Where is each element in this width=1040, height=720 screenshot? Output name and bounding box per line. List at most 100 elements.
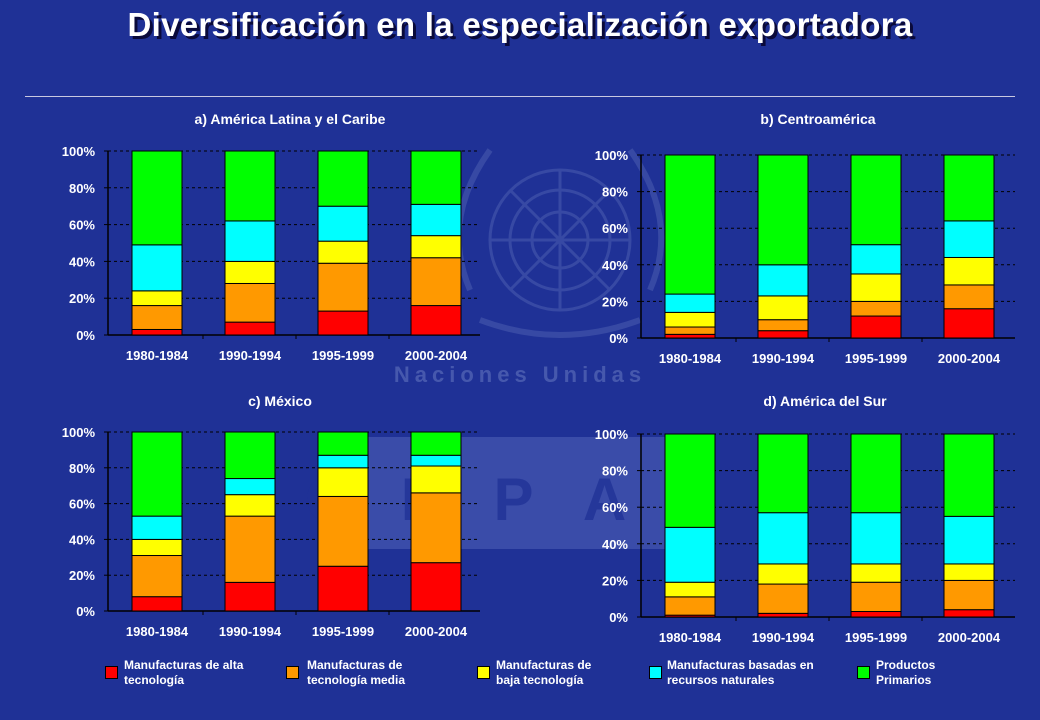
bar-segment-alta [410,305,462,336]
x-tick-label: 1995-1999 [312,348,374,363]
bar-segment-primarios [224,150,276,222]
bar-segment-alta [317,310,369,336]
bar-segment-recursos [131,515,183,540]
bar-segment-recursos [317,205,369,242]
bar-segment-media [224,282,276,323]
legend-swatch-media [286,666,299,679]
y-tick-label: 0% [609,331,628,346]
bar-segment-recursos [410,454,462,467]
title-divider [25,96,1015,97]
y-tick-label: 60% [602,221,628,236]
bar-segment-primarios [664,433,716,528]
chart-title: c) México [248,393,312,409]
x-tick-label: 1995-1999 [845,351,907,366]
chart-1: b) Centroamérica 0% 20% 40% 60% 80% 100% 1980-1… [595,111,1015,366]
bar-segment-alta [850,315,902,339]
bar-segment-media [317,262,369,312]
bar-segment-baja [664,311,716,328]
x-tick-label: 1990-1994 [219,348,282,363]
y-tick-label: 0% [76,604,95,619]
bar-segment-baja [943,563,995,581]
x-tick-label: 1990-1994 [219,624,282,639]
chart-title: d) América del Sur [763,393,887,409]
bar-segment-primarios [943,154,995,222]
bar-segment-alta [224,581,276,612]
bar-segment-primarios [317,431,369,456]
bar-segment-alta [224,321,276,336]
bar-segment-recursos [131,244,183,292]
legend-label-alta: Manufacturas de alta tecnología [124,658,244,687]
bar-segment-recursos [757,512,809,565]
bar-segment-primarios [850,433,902,514]
bar-segment-alta [131,328,183,336]
bar-segment-primarios [224,431,276,480]
bar-segment-primarios [317,150,369,207]
x-tick-label: 2000-2004 [938,351,1001,366]
x-tick-label: 1990-1994 [752,630,815,645]
bar-segment-baja [757,295,809,321]
y-tick-label: 80% [69,181,95,196]
y-tick-label: 100% [62,144,96,159]
y-tick-label: 0% [76,328,95,343]
legend-label-recursos: Manufacturas basadas en recursos natural… [667,658,814,687]
bar-segment-media [664,596,716,616]
y-tick-label: 20% [69,568,95,583]
bar-segment-baja [410,235,462,259]
bar-segment-primarios [757,433,809,514]
bar-segment-primarios [410,150,462,205]
chart-2: c) México 0% 20% 40% 60% 80% 100% 1980-1984 1990… [62,393,480,639]
bar-segment-media [943,579,995,611]
bar-segment-primarios [131,150,183,246]
chart-title: b) Centroamérica [760,111,875,127]
y-tick-label: 20% [602,573,628,588]
y-tick-label: 40% [69,532,95,547]
bar-segment-recursos [664,293,716,313]
bar-segment-baja [131,538,183,557]
watermark-acronym: C E P A L [305,466,732,533]
bar-segment-alta [664,333,716,339]
bar-segment-primarios [410,431,462,456]
bar-segment-alta [317,565,369,612]
x-tick-label: 2000-2004 [405,624,468,639]
bar-segment-recursos [410,203,462,237]
x-tick-label: 2000-2004 [405,348,468,363]
bar-segment-media [757,319,809,332]
chart-0: a) América Latina y el Caribe 0% 20% 40% 60%… [62,111,480,363]
y-tick-label: 60% [602,500,628,515]
bar-segment-baja [224,260,276,284]
bar-segment-baja [224,494,276,517]
legend-swatch-baja [477,666,490,679]
y-tick-label: 100% [595,148,629,163]
y-tick-label: 0% [609,610,628,625]
bar-segment-baja [317,240,369,264]
chart-3: d) América del Sur 0% 20% 40% 60% 80% 100% 1980… [595,393,1015,645]
legend-swatch-primarios [857,666,870,679]
bar-segment-media [224,515,276,583]
bar-segment-primarios [664,154,716,295]
bar-segment-recursos [224,220,276,262]
bar-segment-primarios [757,154,809,266]
bar-segment-media [757,583,809,614]
y-tick-label: 20% [602,294,628,309]
bar-segment-baja [410,465,462,494]
page-title: Diversificación en la especialización ex… [127,6,913,43]
chart-title: a) América Latina y el Caribe [195,111,386,127]
y-tick-label: 80% [602,464,628,479]
bar-segment-media [410,257,462,307]
bar-segment-baja [850,563,902,583]
bar-segment-alta [943,308,995,339]
legend-label-primarios: Productos Primarios [876,658,936,687]
bar-segment-media [943,284,995,310]
bar-segment-recursos [850,244,902,275]
legend-swatch-recursos [649,666,662,679]
legend-label-media: Manufacturas de tecnología media [307,658,406,687]
bar-segment-baja [664,581,716,598]
x-tick-label: 1995-1999 [845,630,907,645]
y-tick-label: 80% [602,185,628,200]
bar-segment-alta [410,562,462,612]
x-tick-label: 1980-1984 [126,348,189,363]
legend-label-baja: Manufacturas de baja tecnología [496,658,592,687]
x-tick-label: 2000-2004 [938,630,1001,645]
bar-segment-baja [757,563,809,585]
